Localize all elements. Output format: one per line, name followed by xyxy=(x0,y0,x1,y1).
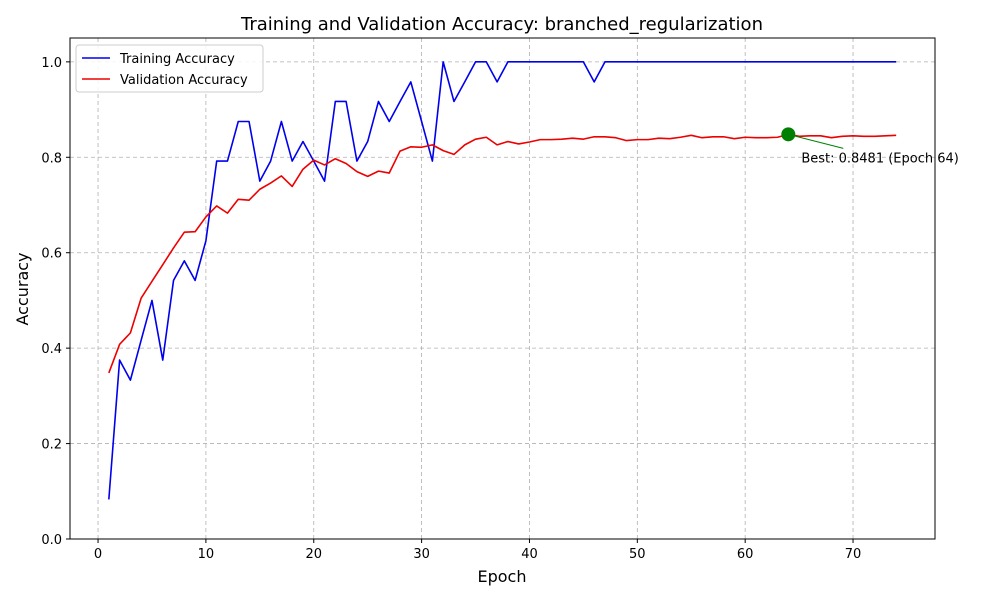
annotation-arrow xyxy=(788,133,844,149)
best-annotation: Best: 0.8481 (Epoch 64) xyxy=(781,127,959,166)
legend-label-training-accuracy: Training Accuracy xyxy=(119,52,235,67)
y-tick-label: 0.2 xyxy=(41,438,62,453)
legend-box xyxy=(75,44,264,93)
training-accuracy-line xyxy=(108,61,897,500)
legend: Training Accuracy Validation Accuracy xyxy=(75,44,264,93)
x-tick-label: 10 xyxy=(198,547,215,562)
x-axis-label: Epoch xyxy=(478,567,527,586)
y-axis-label: Accuracy xyxy=(13,252,32,325)
plot-frame xyxy=(69,37,936,540)
chart-title: Training and Validation Accuracy: branch… xyxy=(240,14,763,35)
validation-accuracy-line xyxy=(108,133,897,374)
y-tick-label: 0.6 xyxy=(41,247,62,262)
y-tick-label: 1.0 xyxy=(41,56,62,71)
x-tick-label: 0 xyxy=(94,547,102,562)
x-axis-ticks: 0 10 20 30 40 50 60 70 xyxy=(94,539,861,562)
x-tick-label: 60 xyxy=(737,547,754,562)
x-tick-label: 50 xyxy=(629,547,646,562)
y-tick-label: 0.4 xyxy=(41,342,62,357)
legend-label-validation-accuracy: Validation Accuracy xyxy=(120,73,248,88)
y-tick-label: 0.8 xyxy=(41,151,62,166)
y-axis-ticks: 0.0 0.2 0.4 0.6 0.8 1.0 xyxy=(41,56,70,548)
annotation-label: Best: 0.8481 (Epoch 64) xyxy=(801,151,959,166)
x-tick-label: 20 xyxy=(305,547,322,562)
best-point-marker xyxy=(781,127,796,142)
x-tick-label: 30 xyxy=(413,547,430,562)
y-tick-label: 0.0 xyxy=(41,533,62,548)
series-lines xyxy=(108,61,897,500)
x-tick-label: 40 xyxy=(521,547,538,562)
grid-lines xyxy=(70,38,935,540)
x-tick-label: 70 xyxy=(845,547,862,562)
